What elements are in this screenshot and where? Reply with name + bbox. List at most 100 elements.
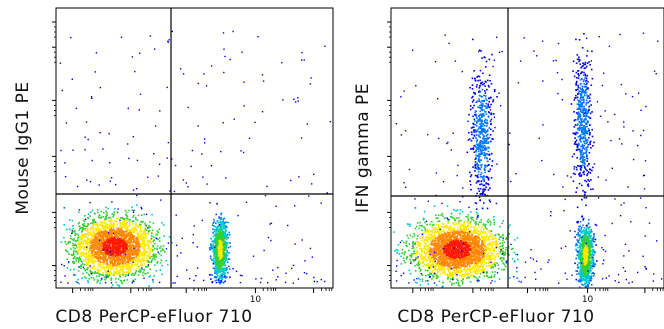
event-dot <box>123 226 126 228</box>
event-dot <box>131 220 134 223</box>
event-dot <box>124 265 127 268</box>
event-dot <box>147 254 149 256</box>
event-dot <box>76 233 78 235</box>
event-dot <box>119 265 121 268</box>
event-dot <box>140 264 142 266</box>
event-dot <box>101 246 103 249</box>
event-dot <box>98 231 100 233</box>
event-dot <box>120 226 122 229</box>
event-dot <box>139 223 142 226</box>
event-dot <box>87 259 90 262</box>
event-dot <box>119 253 122 255</box>
event-dot <box>460 219 462 222</box>
event-dot <box>212 228 214 230</box>
event-dot <box>121 263 124 265</box>
event-dot <box>106 273 108 276</box>
event-dot <box>94 236 96 239</box>
event-dot <box>110 249 113 252</box>
event-dot <box>463 247 465 249</box>
event-dot <box>139 225 142 227</box>
event-dot <box>275 279 277 281</box>
event-dot <box>217 268 219 270</box>
event-dot <box>95 275 98 277</box>
event-dot <box>74 247 76 250</box>
event-dot <box>129 256 132 258</box>
event-dot <box>97 280 99 282</box>
event-dot <box>290 267 293 270</box>
event-dot <box>216 257 218 260</box>
event-dot <box>102 261 104 264</box>
event-dot <box>119 221 122 224</box>
event-dot <box>431 278 433 280</box>
event-dot <box>168 236 171 238</box>
event-dot <box>435 244 438 246</box>
event-dot <box>139 226 142 229</box>
event-dot <box>221 228 223 231</box>
event-dot <box>252 255 255 257</box>
event-dot <box>103 266 105 268</box>
event-dot <box>223 71 225 74</box>
event-dot <box>138 270 141 273</box>
event-dot <box>119 231 121 233</box>
event-dot <box>103 260 106 262</box>
event-dot <box>84 229 87 232</box>
event-dot <box>210 165 213 167</box>
event-dot <box>160 254 163 257</box>
event-dot <box>215 236 217 238</box>
event-dot <box>443 235 445 238</box>
panel-1-plot-frame <box>55 7 334 289</box>
event-dot <box>135 243 137 245</box>
event-dot <box>216 279 218 281</box>
event-dot <box>219 271 222 273</box>
event-dot <box>430 233 432 236</box>
event-dot <box>190 165 192 168</box>
event-dot <box>99 217 102 219</box>
event-dot <box>149 250 151 253</box>
event-dot <box>171 241 173 244</box>
event-dot <box>141 257 143 260</box>
event-dot <box>133 239 135 242</box>
event-dot <box>98 273 100 275</box>
event-dot <box>435 249 438 252</box>
event-dot <box>145 213 148 215</box>
event-dot <box>90 211 92 213</box>
event-dot <box>88 265 90 268</box>
event-dot <box>75 250 77 253</box>
event-dot <box>438 252 440 255</box>
event-dot <box>83 255 85 257</box>
event-dot <box>451 259 454 262</box>
event-dot <box>83 276 86 278</box>
event-dot <box>468 251 470 254</box>
event-dot <box>77 251 79 254</box>
event-dot <box>222 242 225 244</box>
event-dot <box>88 274 91 277</box>
event-dot <box>117 227 120 230</box>
event-dot <box>85 246 88 248</box>
event-dot <box>131 257 134 259</box>
event-dot <box>304 260 306 262</box>
event-dot <box>489 224 492 226</box>
event-dot <box>124 259 126 261</box>
event-dot <box>123 241 125 244</box>
event-dot <box>148 261 151 263</box>
event-dot <box>220 223 222 226</box>
event-dot <box>221 238 223 241</box>
event-dot <box>218 275 221 278</box>
event-dot <box>439 244 441 247</box>
event-dot <box>134 278 137 281</box>
event-dot <box>474 241 477 243</box>
event-dot <box>161 249 164 251</box>
event-dot <box>143 213 146 216</box>
event-dot <box>130 245 132 248</box>
event-dot <box>101 238 104 241</box>
event-dot <box>516 277 519 279</box>
event-dot <box>84 245 87 248</box>
event-dot <box>222 282 225 284</box>
event-dot <box>141 264 144 267</box>
event-dot <box>132 272 134 275</box>
event-dot <box>426 264 428 267</box>
event-dot <box>130 231 132 234</box>
event-dot <box>126 251 129 254</box>
event-dot <box>487 264 489 267</box>
